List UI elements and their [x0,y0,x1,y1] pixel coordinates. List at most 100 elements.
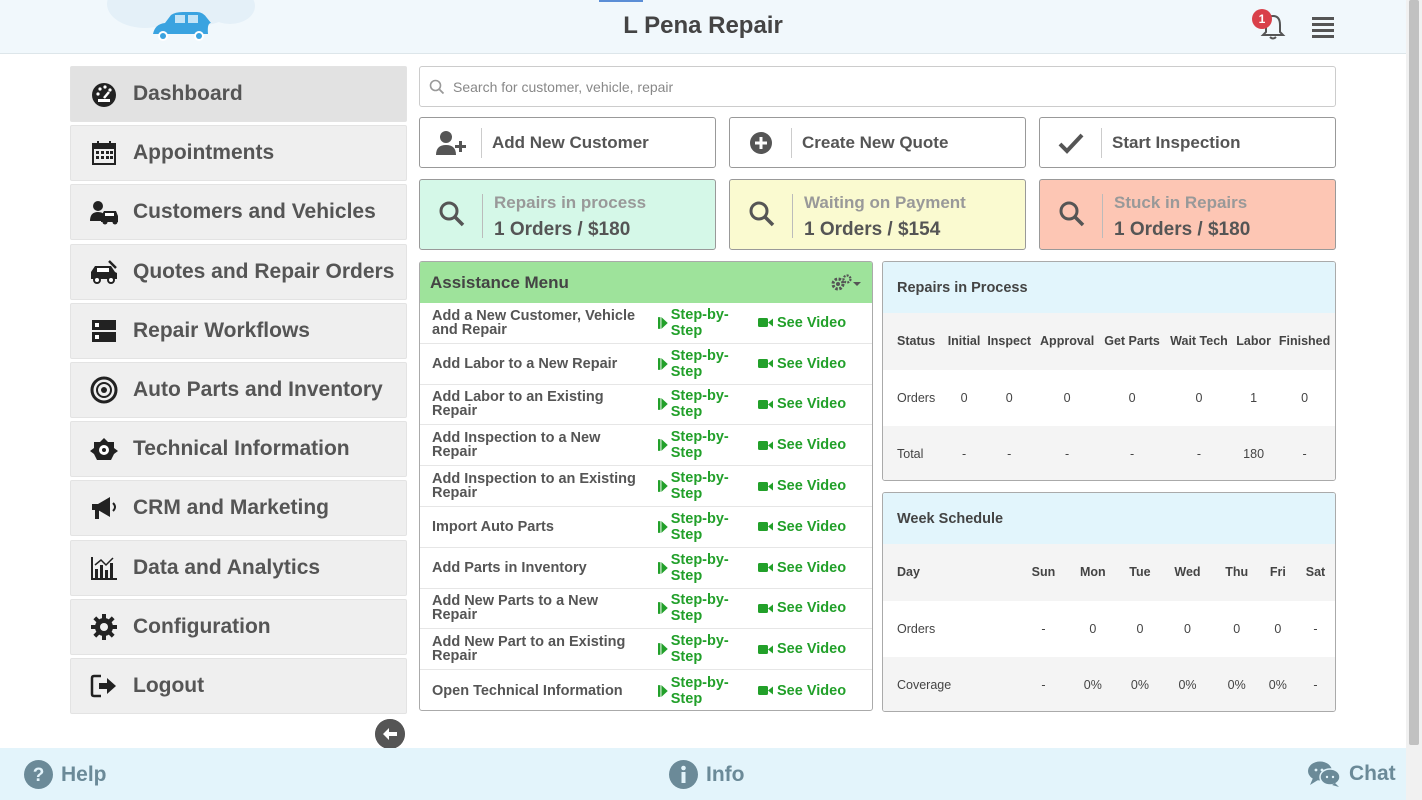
sidebar-item-auto-parts-inventory[interactable]: Auto Parts and Inventory [70,361,407,418]
create-quote-label: Create New Quote [802,132,949,152]
footer-bar: ? Help Info Chat [0,748,1406,800]
step-by-step-link[interactable]: Step-by-Step [646,552,758,584]
week-schedule-table: Day Sun Mon Tue Wed Thu Fri Sat Orders -0 0 0 0 0- Cov… [883,544,1335,711]
see-video-link[interactable]: See Video [758,478,846,494]
assistance-row: Add Inspection to an Existing Repair Step… [420,466,872,507]
hamburger-menu-icon[interactable] [1310,14,1336,40]
step-by-step-link[interactable]: Step-by-Step [646,675,758,707]
table-cell: 0 [1233,621,1241,636]
sidebar-item-configuration[interactable]: Configuration [70,598,407,655]
table-cell: 0% [1067,657,1119,711]
assistance-item-label: Add Labor to an Existing Repair [432,389,604,420]
sidebar-item-label: Configuration [133,614,271,638]
sidebar-item-crm-marketing[interactable]: CRM and Marketing [70,480,407,537]
step-by-step-link[interactable]: Step-by-Step [646,429,758,461]
assistance-row: Add Labor to a New Repair Step-by-Step See… [420,344,872,385]
table-cell: 180 [1233,426,1275,480]
see-video-link[interactable]: See Video [758,315,846,331]
step-by-step-link[interactable]: Step-by-Step [646,388,758,420]
step-by-step-link[interactable]: Step-by-Step [646,307,758,339]
chat-button[interactable]: Chat [1307,760,1396,788]
step-forward-icon [658,602,668,615]
see-video-link[interactable]: See Video [758,356,846,372]
create-quote-button[interactable]: Create New Quote [729,117,1026,168]
step-by-step-link[interactable]: Step-by-Step [646,511,758,543]
repairs-in-process-card[interactable]: Repairs in process 1 Orders / $180 [419,179,716,250]
search-input[interactable] [453,75,1313,99]
assistance-item-label: Add Labor to a New Repair [432,355,618,372]
step-by-step-label: Step-by-Step [670,429,729,462]
assistance-item-label: Add a New Customer, Vehicle and Repair [432,307,636,338]
sidebar-item-label: Dashboard [133,82,243,105]
table-cell: Initial [944,313,984,370]
step-forward-icon [658,561,668,574]
video-camera-icon [758,686,773,696]
repairs-in-process-panel: Repairs in Process Status Initial Inspect A… [882,261,1336,481]
sidebar-item-label: Customers and Vehicles [133,200,376,224]
sidebar-item-appointments[interactable]: Appointments [70,125,407,182]
add-customer-button[interactable]: Add New Customer [419,117,716,168]
see-video-link[interactable]: See Video [758,396,846,412]
see-video-label: See Video [777,478,847,495]
table-cell: 0 [1063,390,1071,405]
see-video-link[interactable]: See Video [758,683,846,699]
sidebar-item-logout[interactable]: Logout [70,657,407,714]
gears-dropdown-icon[interactable] [830,273,862,292]
customer-car-icon [89,197,119,227]
sidebar-item-customers-vehicles[interactable]: Customers and Vehicles [70,184,407,241]
table-cell: - [1099,426,1165,480]
info-button[interactable]: Info [669,760,744,789]
table-cell: - [1164,426,1234,480]
step-forward-icon [658,357,668,370]
table-header-row: Day Sun Mon Tue Wed Thu Fri Sat [883,544,1335,601]
page-title: L Pena Repair [623,12,783,39]
table-cell: 0 [1136,621,1144,636]
table-cell: Orders [897,621,936,636]
add-user-icon [420,127,482,158]
video-camera-icon [758,481,773,491]
assistance-item-label: Import Auto Parts [432,518,554,535]
see-video-link[interactable]: See Video [758,600,846,616]
page-scrollbar[interactable] [1406,0,1422,800]
table-cell: - [1041,621,1046,636]
table-cell: - [944,426,984,480]
table-cell: 1 [1250,390,1258,405]
sidebar-item-quotes-repair-orders[interactable]: Quotes and Repair Orders [70,243,407,300]
table-cell: 0 [1274,621,1282,636]
assistance-row: Add New Parts to a New Repair Step-by-Ste… [420,589,872,630]
stuck-in-repairs-card[interactable]: Stuck in Repairs 1 Orders / $180 [1039,179,1336,250]
step-forward-icon [658,398,668,411]
step-by-step-link[interactable]: Step-by-Step [646,470,758,502]
sidebar-item-dashboard[interactable]: Dashboard [70,66,407,122]
step-by-step-link[interactable]: Step-by-Step [646,348,758,380]
table-cell: Labor [1233,313,1275,370]
start-inspection-button[interactable]: Start Inspection [1039,117,1336,168]
step-by-step-link[interactable]: Step-by-Step [646,592,758,624]
table-cell: - [1274,426,1335,480]
waiting-on-payment-card[interactable]: Waiting on Payment 1 Orders / $154 [729,179,1026,250]
sidebar-item-data-analytics[interactable]: Data and Analytics [70,539,407,596]
see-video-link[interactable]: See Video [758,519,846,535]
calendar-icon [89,138,119,168]
see-video-link[interactable]: See Video [758,560,846,576]
checkmark-icon [1040,127,1102,158]
car-repair-icon [89,257,119,287]
see-video-link[interactable]: See Video [758,437,846,453]
see-video-link[interactable]: See Video [758,641,846,657]
table-cell: 0 [1184,621,1191,636]
collapse-sidebar-arrow-icon[interactable] [375,719,405,749]
help-button[interactable]: ? Help [24,760,107,789]
sidebar-item-label: Appointments [133,141,275,165]
sidebar-item-repair-workflows[interactable]: Repair Workflows [70,302,407,359]
video-camera-icon [758,399,773,409]
see-video-label: See Video [777,600,847,617]
table-cell: 0% [1161,657,1214,711]
info-label: Info [706,762,745,786]
step-by-step-link[interactable]: Step-by-Step [646,633,758,665]
sidebar-item-technical-information[interactable]: Technical Information [70,421,407,478]
step-forward-icon [658,480,668,492]
video-camera-icon [758,644,773,654]
video-camera-icon [758,522,773,532]
table-cell: Sun [1019,544,1068,601]
scrollbar-thumb[interactable] [1409,0,1419,745]
